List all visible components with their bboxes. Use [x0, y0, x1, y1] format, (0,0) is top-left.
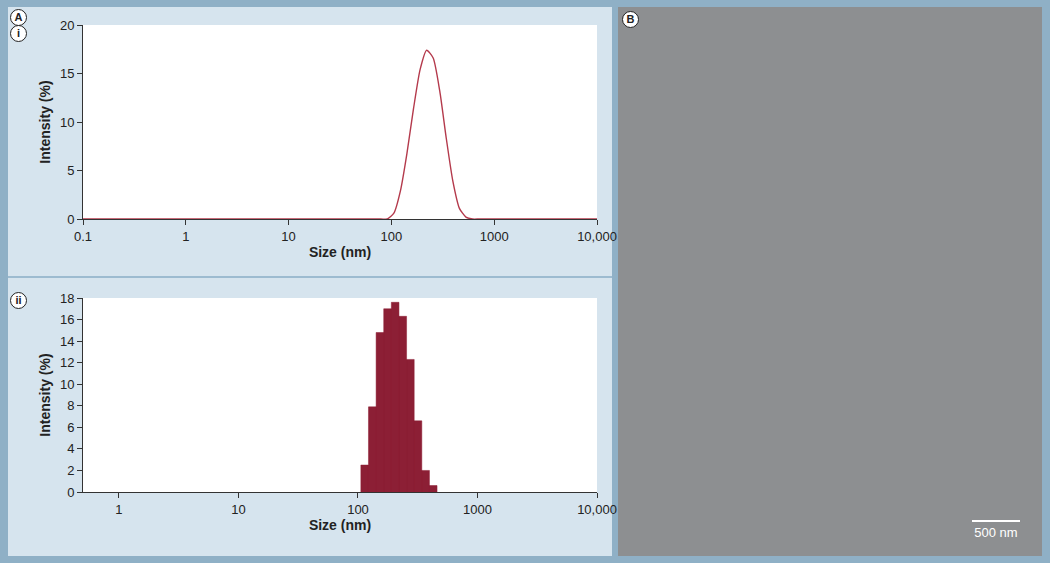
html-text:A: A — [14, 11, 23, 23]
svg-text:Size (nm): Size (nm) — [309, 244, 371, 260]
svg-text:4: 4 — [67, 441, 74, 456]
svg-text:0: 0 — [67, 212, 74, 227]
svg-text:14: 14 — [60, 334, 74, 349]
svg-text:1: 1 — [115, 502, 122, 517]
svg-text:8: 8 — [67, 398, 74, 413]
svg-text:6: 6 — [67, 420, 74, 435]
svg-text:Intensity (%): Intensity (%) — [37, 353, 53, 436]
svg-text:10: 10 — [60, 377, 74, 392]
html-text:ii: ii — [15, 294, 22, 306]
svg-text:0.1: 0.1 — [74, 229, 92, 244]
svg-text:1: 1 — [182, 229, 189, 244]
svg-text:0: 0 — [67, 485, 74, 500]
svg-text:100: 100 — [381, 229, 403, 244]
svg-text:1000: 1000 — [463, 502, 492, 517]
svg-text:Intensity (%): Intensity (%) — [37, 80, 53, 163]
svg-text:10: 10 — [231, 502, 245, 517]
svg-text:10,000: 10,000 — [577, 502, 617, 517]
svg-text:10,000: 10,000 — [577, 229, 617, 244]
svg-text:5: 5 — [67, 163, 74, 178]
svg-text:Size (nm): Size (nm) — [309, 517, 371, 533]
svg-text:16: 16 — [60, 312, 74, 327]
svg-text:100: 100 — [347, 502, 369, 517]
svg-text:15: 15 — [60, 66, 74, 81]
svg-text:2: 2 — [67, 463, 74, 478]
svg-text:10: 10 — [281, 229, 295, 244]
svg-text:18: 18 — [60, 291, 74, 306]
svg-text:1000: 1000 — [480, 229, 509, 244]
html-text:500 nm: 500 nm — [974, 525, 1018, 540]
html-text:i: i — [17, 27, 20, 39]
svg-text:12: 12 — [60, 355, 74, 370]
html-text:B: B — [626, 13, 635, 25]
svg-text:20: 20 — [60, 18, 74, 33]
svg-text:10: 10 — [60, 115, 74, 130]
